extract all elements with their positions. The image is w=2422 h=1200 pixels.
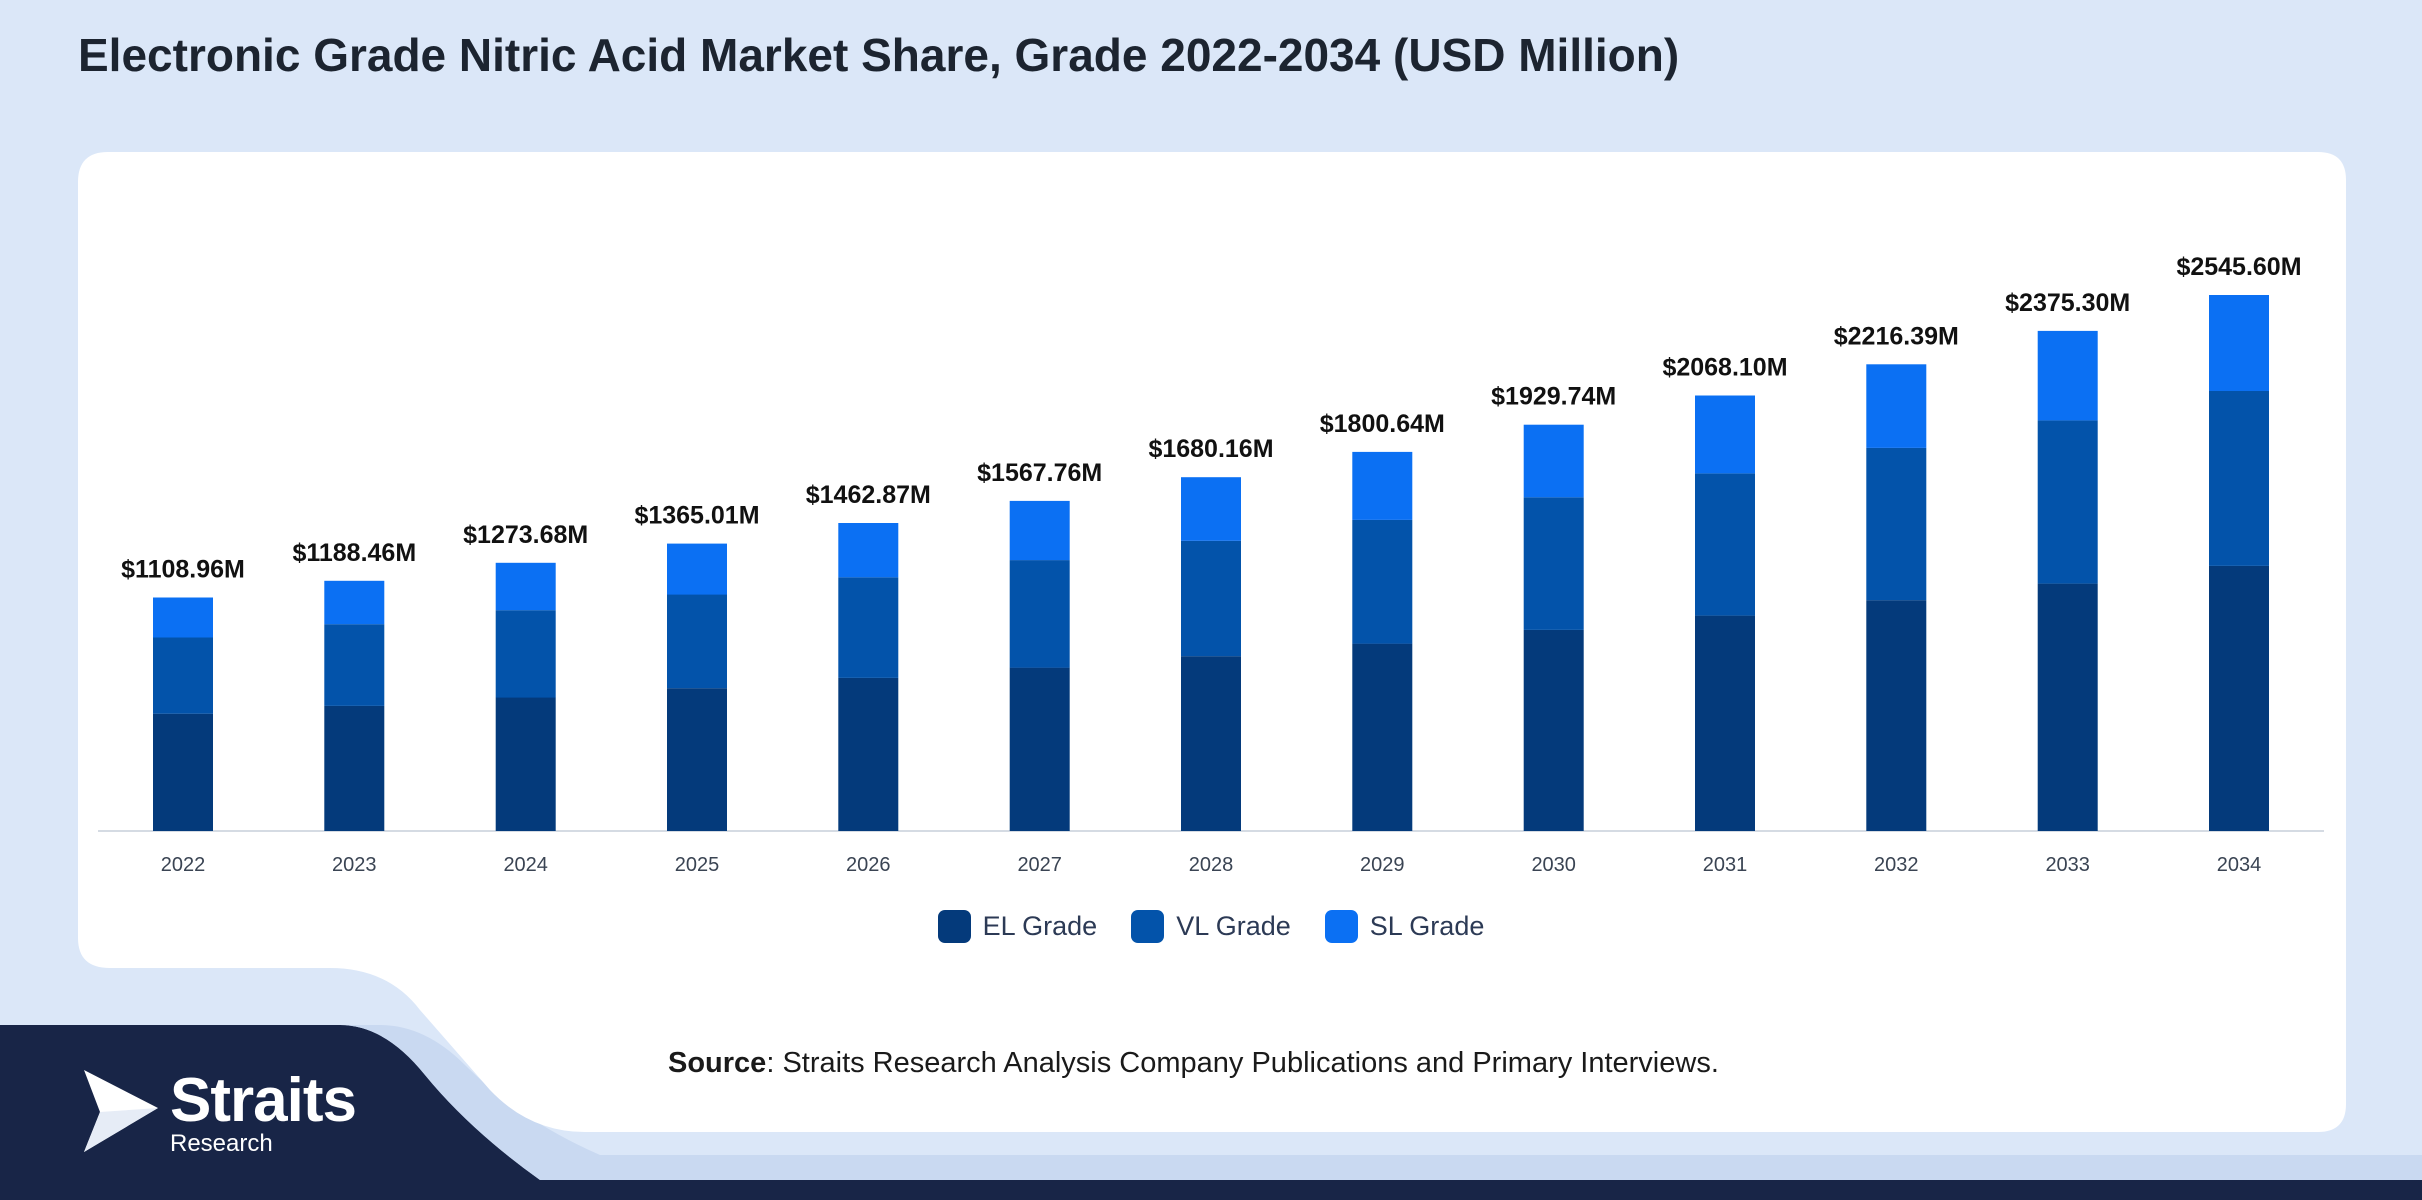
total-label-2023: $1188.46M — [292, 539, 416, 567]
bar-vl-grade-2033 — [2037, 420, 2098, 584]
total-label-2025: $1365.01M — [634, 502, 759, 530]
x-tick-label-2029: 2029 — [1360, 854, 1405, 876]
x-tick-label-2025: 2025 — [675, 854, 720, 876]
bar-el-grade-2023 — [324, 705, 385, 831]
straits-logo: Straits Research — [82, 1066, 357, 1157]
x-tick-label-2026: 2026 — [846, 854, 891, 876]
legend-item-el-grade: EL Grade — [937, 910, 1098, 943]
x-tick-label-2032: 2032 — [1874, 854, 1919, 876]
bar-el-grade-2026 — [838, 677, 899, 831]
legend-label-vl-grade: VL Grade — [1176, 911, 1291, 941]
bar-vl-grade-2024 — [495, 610, 556, 698]
bar-el-grade-2033 — [2037, 583, 2098, 831]
page-title: Electronic Grade Nitric Acid Market Shar… — [78, 29, 1680, 81]
total-label-2030: $1929.74M — [1491, 383, 1616, 411]
total-label-2024: $1273.68M — [463, 521, 588, 549]
bar-el-grade-2024 — [495, 697, 556, 831]
bar-el-grade-2032 — [1866, 600, 1927, 831]
x-tick-label-2024: 2024 — [503, 854, 548, 876]
bar-vl-grade-2034 — [2209, 391, 2269, 566]
bar-vl-grade-2030 — [1523, 497, 1584, 630]
bar-vl-grade-2027 — [1009, 560, 1070, 668]
bar-vl-grade-2031 — [1695, 473, 1755, 616]
legend-label-el-grade: EL Grade — [982, 911, 1098, 941]
bar-el-grade-2022 — [153, 713, 213, 831]
total-label-2022: $1108.96M — [121, 556, 245, 584]
legend: EL Grade VL Grade SL Grade — [0, 910, 2422, 943]
legend-label-sl-grade: SL Grade — [1369, 911, 1485, 941]
bar-sl-grade-2029 — [1352, 451, 1413, 520]
bar-sl-grade-2022 — [153, 597, 213, 638]
logo-wordmark: Straits — [170, 1066, 357, 1135]
x-tick-label-2030: 2030 — [1531, 854, 1576, 876]
legend-swatch-el-grade — [937, 910, 971, 943]
x-tick-label-2033: 2033 — [2045, 854, 2090, 876]
total-label-2027: $1567.76M — [977, 459, 1102, 487]
bar-vl-grade-2032 — [1866, 447, 1927, 601]
x-tick-label-2027: 2027 — [1017, 854, 1062, 876]
total-label-2028: $1680.16M — [1148, 435, 1273, 463]
bar-sl-grade-2026 — [838, 523, 899, 578]
source-prefix: Source — [668, 1047, 767, 1079]
bar-sl-grade-2030 — [1523, 424, 1584, 498]
bar-vl-grade-2029 — [1352, 519, 1413, 644]
total-label-2033: $2375.30M — [2005, 289, 2130, 317]
bar-sl-grade-2032 — [1866, 364, 1927, 448]
legend-swatch-vl-grade — [1131, 910, 1165, 943]
total-label-2026: $1462.87M — [806, 481, 931, 509]
legend-swatch-sl-grade — [1324, 910, 1358, 943]
bar-el-grade-2029 — [1352, 643, 1413, 831]
source-note: Source: Straits Research Analysis Compan… — [668, 1047, 1719, 1080]
bar-vl-grade-2025 — [667, 594, 727, 689]
bar-sl-grade-2027 — [1009, 500, 1070, 561]
x-tick-label-2031: 2031 — [1703, 854, 1748, 876]
bar-sl-grade-2034 — [2209, 295, 2269, 391]
bar-vl-grade-2028 — [1181, 540, 1241, 657]
bar-el-grade-2028 — [1181, 656, 1241, 831]
bar-vl-grade-2023 — [324, 624, 385, 706]
bar-el-grade-2027 — [1009, 667, 1070, 831]
bar-sl-grade-2031 — [1695, 395, 1755, 474]
footer-band — [0, 1025, 2422, 1200]
bar-vl-grade-2022 — [153, 637, 213, 714]
bar-sl-grade-2028 — [1181, 477, 1241, 541]
x-tick-label-2022: 2022 — [161, 854, 206, 876]
total-label-2029: $1800.64M — [1320, 410, 1445, 438]
labels-group: $1108.96M 2022 $1188.46M 2023 $1273.68M 2024 $… — [121, 253, 2301, 876]
bar-el-grade-2031 — [1695, 615, 1755, 831]
x-tick-label-2028: 2028 — [1189, 854, 1234, 876]
legend-item-vl-grade: VL Grade — [1131, 910, 1291, 943]
logo-subtitle: Research — [170, 1130, 273, 1157]
source-text: : Straits Research Analysis Company Publ… — [766, 1047, 1719, 1079]
total-label-2032: $2216.39M — [1834, 322, 1959, 350]
bar-sl-grade-2025 — [667, 543, 727, 595]
total-label-2031: $2068.10M — [1662, 354, 1787, 382]
x-tick-label-2023: 2023 — [332, 854, 377, 876]
bars-group — [153, 295, 2269, 831]
bar-vl-grade-2026 — [838, 577, 899, 678]
logo-arrow-icon — [84, 1070, 158, 1152]
total-label-2034: $2545.60M — [2176, 253, 2301, 281]
bar-sl-grade-2023 — [324, 580, 385, 625]
bar-el-grade-2030 — [1523, 629, 1584, 831]
bar-el-grade-2025 — [667, 688, 727, 831]
bar-sl-grade-2033 — [2037, 330, 2098, 421]
bar-sl-grade-2024 — [495, 562, 556, 611]
bar-el-grade-2034 — [2209, 565, 2269, 831]
x-tick-label-2034: 2034 — [2217, 854, 2262, 876]
legend-item-sl-grade: SL Grade — [1324, 910, 1485, 943]
